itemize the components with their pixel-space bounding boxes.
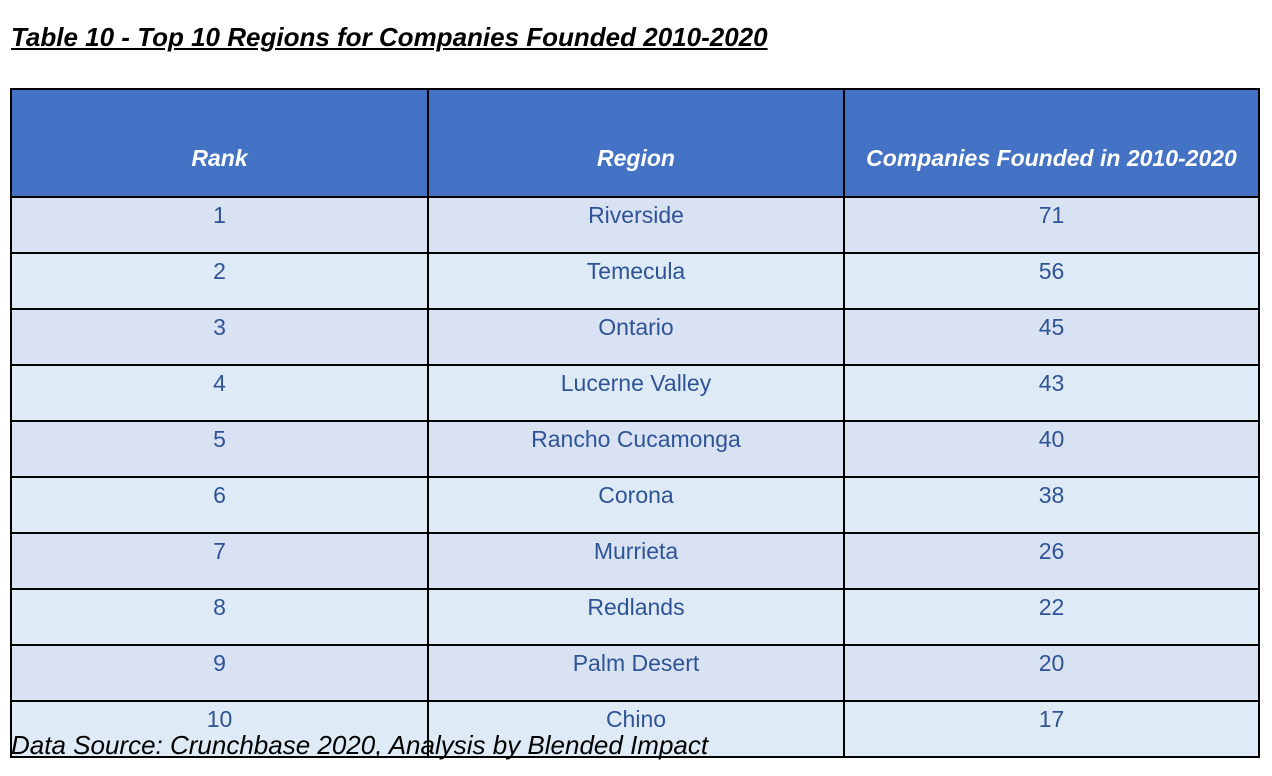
cell-companies: 38 [843,476,1260,534]
header-rank: Rank [10,88,429,198]
cell-region: Murrieta [427,532,845,590]
cell-rank: 2 [10,252,429,310]
table-title: Table 10 - Top 10 Regions for Companies … [11,22,768,52]
cell-region: Chino [427,700,845,758]
cell-rank: 4 [10,364,429,422]
cell-region: Redlands [427,588,845,646]
table-row: 10 Chino 17 [10,700,1260,758]
cell-companies: 71 [843,196,1260,254]
table-row: 9 Palm Desert 20 [10,644,1260,702]
cell-rank: 1 [10,196,429,254]
header-companies: Companies Founded in 2010-2020 [843,88,1260,198]
cell-companies: 22 [843,588,1260,646]
cell-companies: 40 [843,420,1260,478]
table-row: 3 Ontario 45 [10,308,1260,366]
table-row: 6 Corona 38 [10,476,1260,534]
table-row: 1 Riverside 71 [10,196,1260,254]
cell-rank: 9 [10,644,429,702]
table-row: 7 Murrieta 26 [10,532,1260,590]
cell-region: Lucerne Valley [427,364,845,422]
cell-companies: 56 [843,252,1260,310]
table-row: 8 Redlands 22 [10,588,1260,646]
cell-rank: 8 [10,588,429,646]
cell-companies: 43 [843,364,1260,422]
header-row: Rank Region Companies Founded in 2010-20… [10,88,1260,198]
table-row: 2 Temecula 56 [10,252,1260,310]
header-region: Region [427,88,845,198]
data-source-note: Data Source: Crunchbase 2020, Analysis b… [11,730,709,760]
cell-companies: 26 [843,532,1260,590]
cell-companies: 17 [843,700,1260,758]
cell-rank: 3 [10,308,429,366]
cell-region: Rancho Cucamonga [427,420,845,478]
cell-companies: 45 [843,308,1260,366]
regions-table: Rank Region Companies Founded in 2010-20… [10,88,1260,758]
cell-rank: 7 [10,532,429,590]
cell-region: Corona [427,476,845,534]
cell-region: Palm Desert [427,644,845,702]
cell-companies: 20 [843,644,1260,702]
table-row: 5 Rancho Cucamonga 40 [10,420,1260,478]
cell-region: Temecula [427,252,845,310]
table-row: 4 Lucerne Valley 43 [10,364,1260,422]
cell-rank: 10 [10,700,429,758]
cell-rank: 5 [10,420,429,478]
cell-rank: 6 [10,476,429,534]
cell-region: Riverside [427,196,845,254]
cell-region: Ontario [427,308,845,366]
